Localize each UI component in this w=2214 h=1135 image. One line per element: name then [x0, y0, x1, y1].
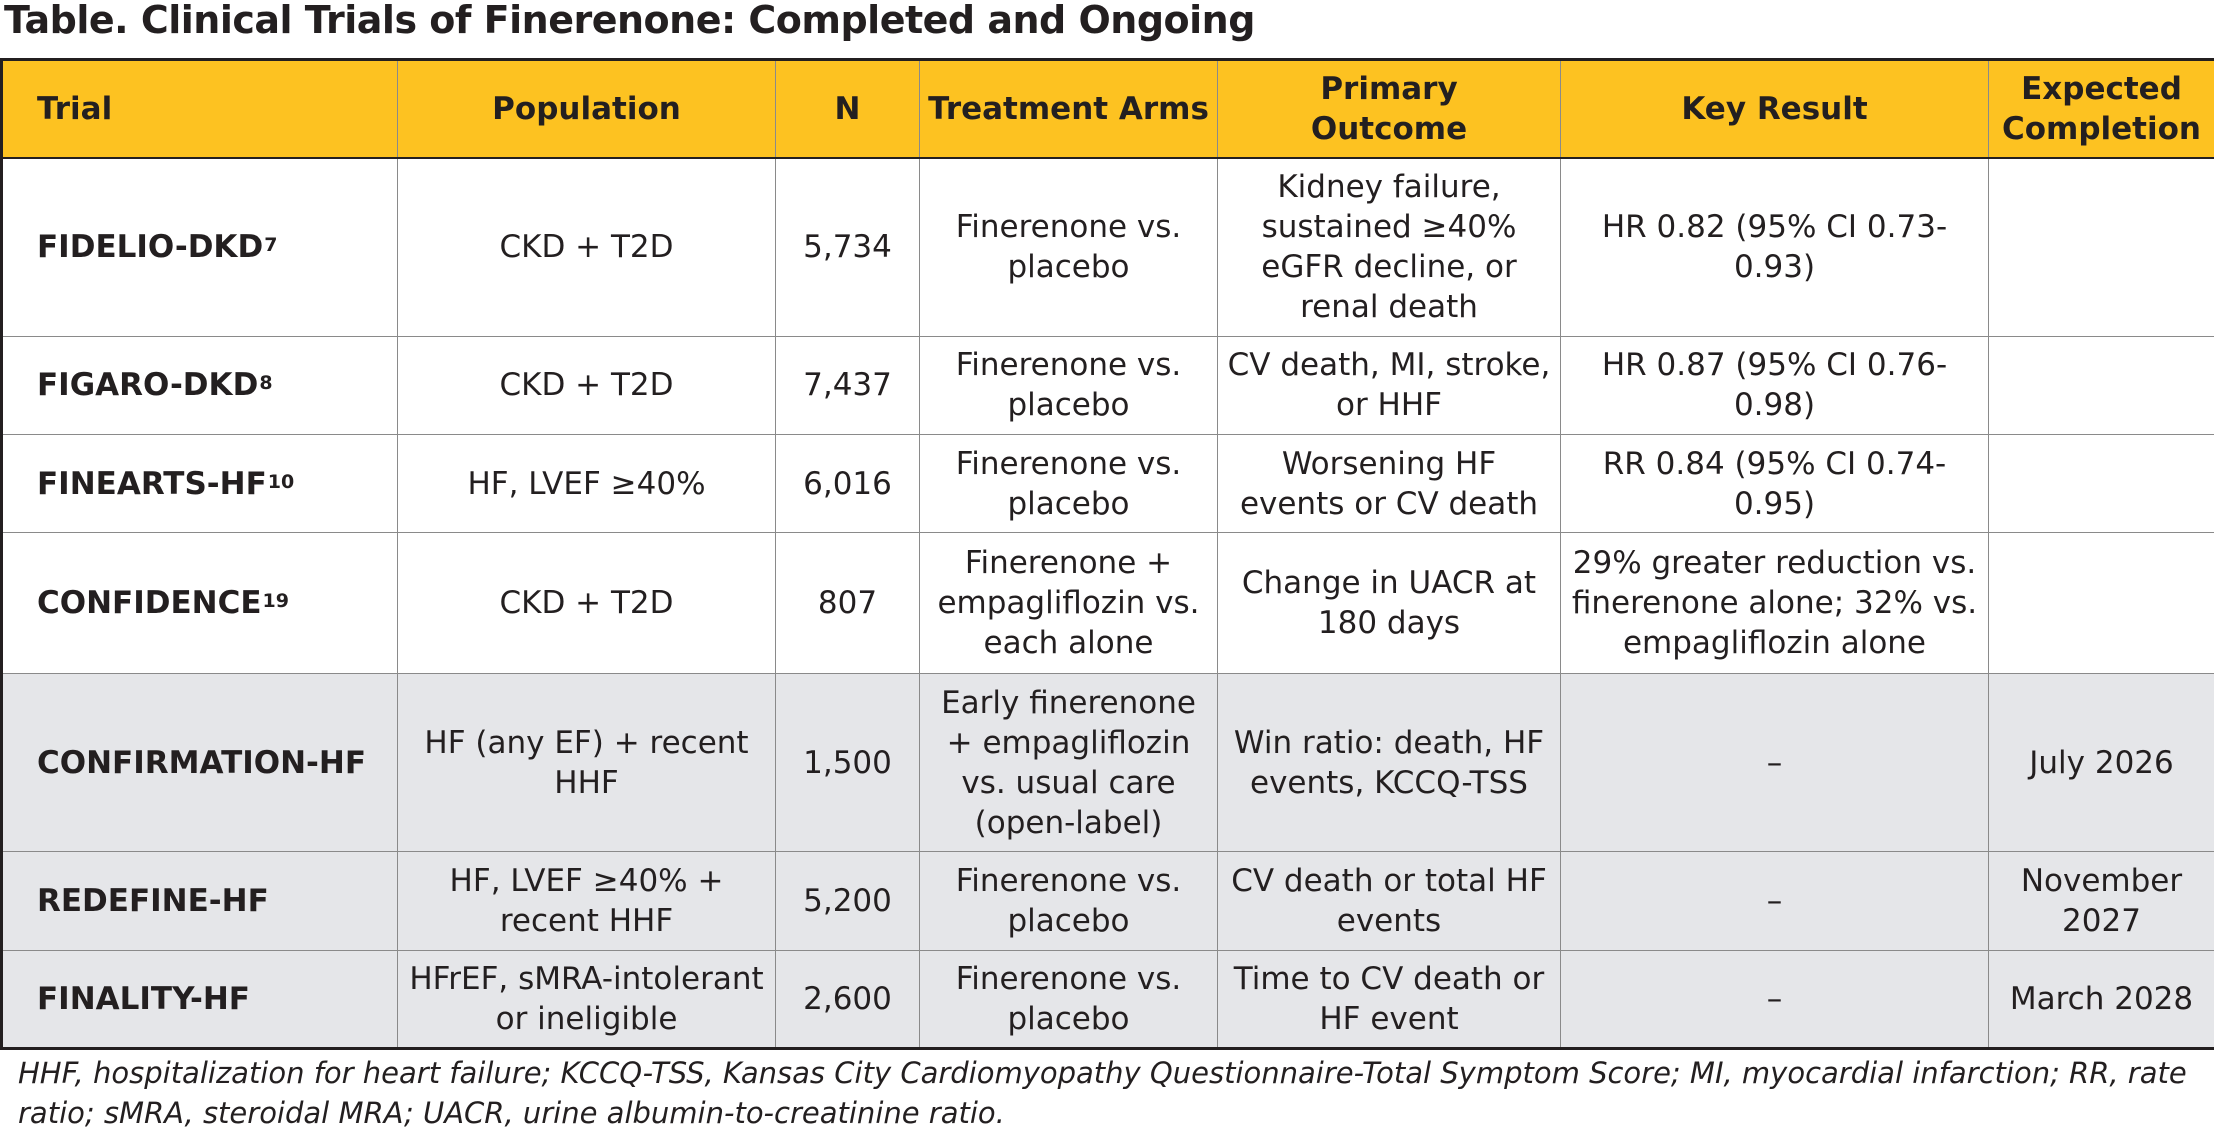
- trial-name: CONFIRMATION-HF: [37, 744, 367, 781]
- cell-primary-outcome: CV death, MI, stroke, or HHF: [1217, 335, 1561, 435]
- cell-key-result: –: [1560, 851, 1989, 951]
- cell-key-result: RR 0.84 (95% CI 0.74-0.95): [1560, 433, 1989, 534]
- table-row: FIGARO-DKD8 CKD + T2D 7,437 Finerenone vs. …: [1, 335, 2214, 435]
- cell-n: 6,016: [775, 433, 920, 534]
- cell-n: 5,734: [775, 157, 920, 337]
- trial-name: FINEARTS-HF: [37, 465, 267, 502]
- cell-population: CKD + T2D: [397, 532, 776, 674]
- cell-n: 807: [775, 532, 920, 674]
- cell-treatment-arms: Finerenone vs. placebo: [919, 157, 1218, 337]
- header-primary-outcome: Primary Outcome: [1217, 59, 1561, 159]
- cell-primary-outcome: Change in UACR at 180 days: [1217, 532, 1561, 674]
- header-trial: Trial: [1, 59, 398, 159]
- cell-trial: FINEARTS-HF10: [1, 433, 398, 534]
- trial-name: FIDELIO-DKD: [37, 229, 264, 266]
- cell-trial: CONFIDENCE19: [1, 532, 398, 674]
- cell-key-result: –: [1560, 949, 1989, 1050]
- cell-expected-completion: [1988, 335, 2214, 435]
- cell-key-result: –: [1560, 672, 1989, 853]
- cell-expected-completion: July 2026: [1988, 672, 2214, 853]
- cell-population: HF, LVEF ≥40%: [397, 433, 776, 534]
- cell-trial: FINALITY-HF: [1, 949, 398, 1050]
- cell-key-result: 29% greater reduction vs. finerenone alo…: [1560, 532, 1989, 674]
- cell-primary-outcome: Kidney failure, sustained ≥40% eGFR decl…: [1217, 157, 1561, 337]
- table-row: CONFIRMATION-HF HF (any EF) + recent HHF 1…: [1, 672, 2214, 853]
- cell-population: HF, LVEF ≥40% + recent HHF: [397, 851, 776, 951]
- table-row: REDEFINE-HF HF, LVEF ≥40% + recent HHF 5,2…: [1, 851, 2214, 951]
- header-expected-completion: Expected Completion: [1988, 59, 2214, 159]
- header-treatment-arms: Treatment Arms: [919, 59, 1218, 159]
- table-row: FINALITY-HF HFrEF, sMRA-intolerant or ine…: [1, 949, 2214, 1050]
- cell-expected-completion: [1988, 157, 2214, 337]
- cell-key-result: HR 0.82 (95% CI 0.73-0.93): [1560, 157, 1989, 337]
- header-key-result: Key Result: [1560, 59, 1989, 159]
- trial-name: FINALITY-HF: [37, 980, 250, 1017]
- trial-name: REDEFINE-HF: [37, 882, 269, 919]
- table-title: Table. Clinical Trials of Finerenone: Co…: [4, 0, 1255, 42]
- cell-primary-outcome: Worsening HF events or CV death: [1217, 433, 1561, 534]
- reference-number: 10: [267, 470, 295, 493]
- cell-population: CKD + T2D: [397, 157, 776, 337]
- cell-trial: CONFIRMATION-HF: [1, 672, 398, 853]
- cell-n: 7,437: [775, 335, 920, 435]
- cell-treatment-arms: Finerenone vs. placebo: [919, 433, 1218, 534]
- cell-primary-outcome: Win ratio: death, HF events, KCCQ-TSS: [1217, 672, 1561, 853]
- cell-n: 1,500: [775, 672, 920, 853]
- cell-trial: FIGARO-DKD8: [1, 335, 398, 435]
- trials-table: Trial Population N Treatment Arms Primar…: [0, 58, 2214, 1050]
- cell-expected-completion: March 2028: [1988, 949, 2214, 1050]
- trial-name: FIGARO-DKD: [37, 367, 259, 404]
- trial-name: CONFIDENCE: [37, 584, 262, 621]
- header-n: N: [775, 59, 920, 159]
- cell-treatment-arms: Finerenone vs. placebo: [919, 949, 1218, 1050]
- cell-primary-outcome: CV death or total HF events: [1217, 851, 1561, 951]
- cell-population: CKD + T2D: [397, 335, 776, 435]
- cell-treatment-arms: Finerenone vs. placebo: [919, 851, 1218, 951]
- cell-treatment-arms: Early finerenone + empagliflozin vs. usu…: [919, 672, 1218, 853]
- footnote: HHF, hospitalization for heart failure; …: [18, 1056, 2187, 1130]
- table-row: FINEARTS-HF10 HF, LVEF ≥40% 6,016 Finerenon…: [1, 433, 2214, 534]
- cell-population: HFrEF, sMRA-intolerant or ineligible: [397, 949, 776, 1050]
- table-row: CONFIDENCE19 CKD + T2D 807 Finerenone + emp…: [1, 532, 2214, 674]
- cell-n: 5,200: [775, 851, 920, 951]
- cell-trial: REDEFINE-HF: [1, 851, 398, 951]
- cell-expected-completion: [1988, 433, 2214, 534]
- reference-number: 7: [264, 234, 278, 257]
- table-row: FIDELIO-DKD7 CKD + T2D 5,734 Finerenone vs.…: [1, 157, 2214, 337]
- header-row: Trial Population N Treatment Arms Primar…: [1, 59, 2214, 159]
- reference-number: 19: [262, 589, 289, 612]
- header-population: Population: [397, 59, 776, 159]
- cell-expected-completion: [1988, 532, 2214, 674]
- cell-key-result: HR 0.87 (95% CI 0.76-0.98): [1560, 335, 1989, 435]
- cell-treatment-arms: Finerenone + empagliflozin vs. each alon…: [919, 532, 1218, 674]
- cell-trial: FIDELIO-DKD7: [1, 157, 398, 337]
- cell-treatment-arms: Finerenone vs. placebo: [919, 335, 1218, 435]
- cell-expected-completion: November 2027: [1988, 851, 2214, 951]
- cell-population: HF (any EF) + recent HHF: [397, 672, 776, 853]
- cell-n: 2,600: [775, 949, 920, 1050]
- cell-primary-outcome: Time to CV death or HF event: [1217, 949, 1561, 1050]
- reference-number: 8: [259, 372, 273, 395]
